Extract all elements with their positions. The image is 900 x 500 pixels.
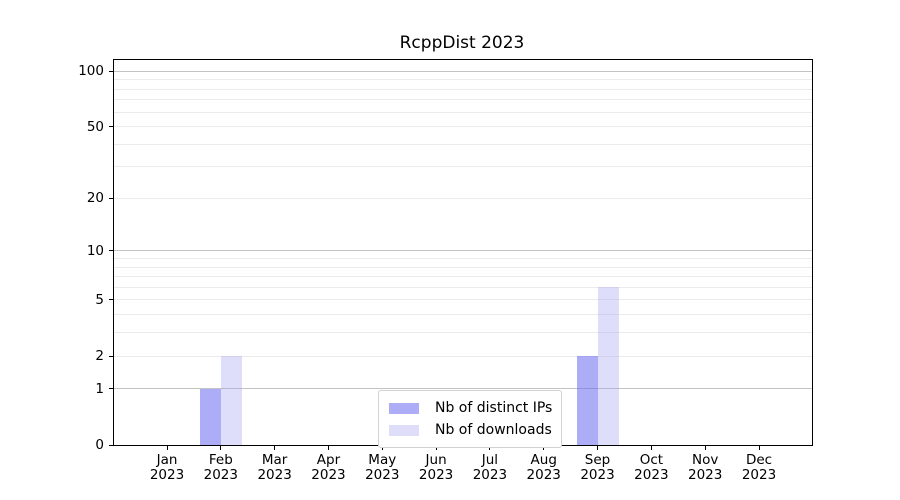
y-tick-label: 5 (95, 291, 104, 308)
x-tick-year: 2023 (741, 467, 777, 483)
x-tick-label: Feb 2023 (191, 453, 251, 483)
x-tick (758, 445, 760, 450)
x-tick-year: 2023 (526, 467, 561, 483)
legend-label: Nb of distinct IPs (435, 400, 553, 416)
y-tick-label: 100 (78, 63, 104, 80)
y-tick (109, 197, 114, 199)
x-tick-label: Jan 2023 (137, 453, 197, 483)
x-tick-month: Jan (156, 452, 178, 468)
y-tick (109, 444, 114, 446)
plot-area: Nb of distinct IPs Nb of downloads 0 1 2 5 10… (78, 59, 813, 483)
y-tick-label: 10 (86, 242, 104, 259)
legend-entry: Nb of distinct IPs (389, 397, 552, 419)
x-tick-label: Apr 2023 (298, 453, 358, 483)
x-tick-year: 2023 (472, 467, 508, 483)
y-tick-label: 1 (95, 380, 104, 397)
x-tick (597, 445, 599, 450)
gridline-minor (114, 88, 812, 90)
legend-label: Nb of downloads (435, 422, 552, 438)
x-tick-month: Apr (316, 452, 341, 468)
bar-downloads (220, 356, 242, 445)
x-tick-month: Jul (481, 452, 499, 468)
y-tick (109, 250, 114, 252)
chart-title: RcppDist 2023 (399, 33, 525, 53)
y-tick-label: 2 (95, 348, 104, 365)
x-tick-year: 2023 (311, 467, 346, 483)
x-tick-label: Oct 2023 (621, 453, 681, 483)
x-tick-month: Mar (261, 452, 288, 468)
gridline-minor (114, 355, 812, 357)
bar-distinct-ips (199, 388, 221, 445)
x-tick-label: May 2023 (352, 453, 412, 483)
gridline-minor (114, 299, 812, 301)
x-tick-year: 2023 (418, 467, 454, 483)
gridline-minor (114, 286, 812, 288)
x-tick (327, 445, 329, 450)
x-tick-year: 2023 (203, 467, 238, 483)
gridline-major (114, 250, 812, 252)
x-tick-month: Dec (745, 452, 773, 468)
x-tick-month: Nov (691, 452, 719, 468)
x-tick-month: Aug (530, 452, 557, 468)
x-tick-month: May (368, 452, 397, 468)
x-tick-year: 2023 (687, 467, 723, 483)
y-tick (109, 388, 114, 390)
gridline-minor (114, 99, 812, 101)
x-tick (650, 445, 652, 450)
x-tick-month: Feb (208, 452, 233, 468)
gridline-major (114, 70, 812, 72)
y-tick (109, 126, 114, 128)
gridline-minor (114, 258, 812, 259)
y-tick-label: 50 (86, 118, 104, 135)
bar-distinct-ips (576, 356, 598, 445)
y-tick-label: 20 (86, 190, 104, 207)
x-tick (274, 445, 276, 450)
gridline-minor (114, 197, 812, 199)
x-tick-label: Mar 2023 (245, 453, 305, 483)
x-tick (220, 445, 222, 450)
x-tick (166, 445, 168, 450)
y-tick-label: 0 (95, 437, 104, 453)
x-tick-label: Jul 2023 (460, 453, 520, 483)
x-tick-month: Oct (639, 452, 664, 468)
x-tick-year: 2023 (365, 467, 400, 483)
gridline-minor (114, 332, 812, 334)
gridline-minor (114, 266, 812, 268)
x-tick-label: Jun 2023 (406, 453, 466, 483)
x-tick-label: Aug 2023 (514, 453, 574, 483)
gridline-minor (114, 166, 812, 168)
x-tick-month: Sep (584, 452, 611, 468)
gridline-minor (114, 143, 812, 145)
y-tick (109, 70, 114, 72)
gridline-minor (114, 111, 812, 113)
x-tick-year: 2023 (580, 467, 615, 483)
x-tick-year: 2023 (257, 467, 292, 483)
gridline-minor (114, 126, 812, 128)
x-tick-label: Nov 2023 (675, 453, 735, 483)
legend: Nb of distinct IPs Nb of downloads (378, 390, 563, 448)
gridline-minor (114, 79, 812, 81)
x-tick-year: 2023 (634, 467, 669, 483)
gridline-minor (114, 314, 812, 316)
legend-swatch-distinct-ips (389, 402, 419, 414)
x-tick-label: Dec 2023 (729, 453, 789, 483)
x-tick-label: Sep 2023 (568, 453, 628, 483)
legend-entry: Nb of downloads (389, 419, 552, 441)
gridline-minor (114, 276, 812, 278)
y-tick (109, 355, 114, 357)
x-tick-year: 2023 (149, 467, 185, 483)
y-tick (109, 299, 114, 301)
bar-downloads (597, 287, 619, 445)
legend-swatch-downloads (389, 424, 419, 436)
x-tick (704, 445, 706, 450)
gridline-major (114, 388, 812, 390)
x-tick-month: Jun (425, 452, 447, 468)
